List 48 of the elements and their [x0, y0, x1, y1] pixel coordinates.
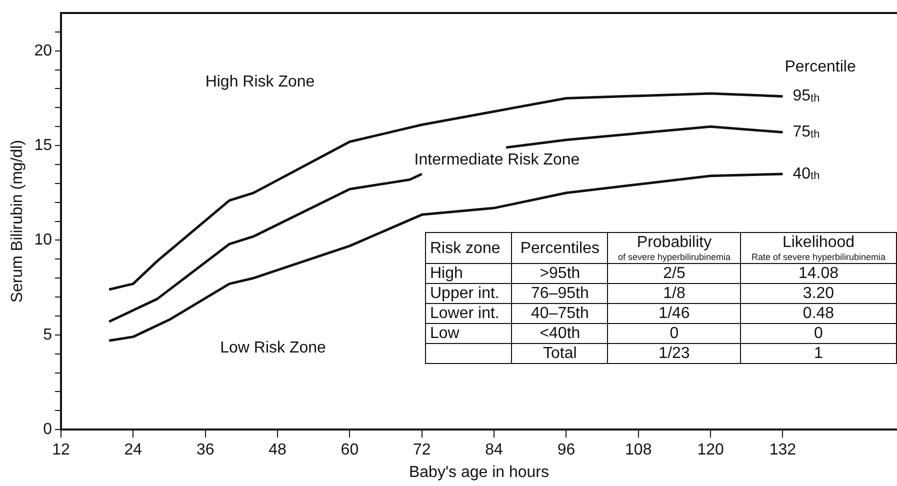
x-tick-label: 108	[625, 442, 652, 459]
annotation: Upper int.	[426, 284, 512, 304]
annotation: 1	[740, 344, 896, 364]
annotation: 14.08	[740, 264, 896, 284]
series-label: 75th	[792, 124, 820, 141]
y-tick-label: 20	[34, 42, 52, 60]
annotation: >95th	[512, 264, 608, 284]
y-tick-label: 0	[43, 421, 52, 438]
series-label: 40th	[792, 165, 820, 182]
x-tick-label: 72	[412, 442, 431, 459]
y-tick-label: 5	[43, 326, 52, 344]
annotation: Low	[426, 324, 512, 344]
annotation: Lower int.	[426, 304, 512, 324]
annotation: Risk zone	[426, 232, 512, 264]
annotation: 0	[740, 324, 896, 344]
x-tick-label: 60	[340, 442, 359, 459]
annotation: 0	[608, 324, 740, 344]
x-tick-label: 24	[124, 442, 142, 459]
annotation: 1/8	[608, 284, 740, 304]
x-tick-label: 12	[52, 442, 70, 459]
annotation: 1/23	[608, 344, 740, 364]
x-tick-label: 120	[697, 442, 724, 459]
annotation: <40th	[512, 324, 608, 344]
series-label: 95th	[792, 88, 820, 105]
x-tick-label: 96	[557, 442, 576, 459]
annotation: Low Risk Zone	[220, 339, 326, 356]
y-tick-label: 10	[34, 232, 52, 249]
annotation: Total	[512, 344, 608, 364]
y-axis-title: Serum Bilirubin (mg/dl)	[9, 140, 26, 303]
annotation: 1/46	[608, 304, 740, 324]
x-tick-label: 84	[485, 442, 504, 459]
x-tick-label: 36	[196, 442, 214, 459]
annotation: Intermediate Risk Zone	[414, 151, 580, 168]
x-axis-title: Baby's age in hours	[408, 464, 550, 481]
x-tick-label: 132	[769, 442, 796, 459]
legend-title: Percentile	[784, 58, 856, 76]
annotation: 2/5	[608, 264, 740, 284]
annotation: 76–95th	[512, 284, 608, 304]
annotation: Probability of severe hyperbilirubinemia	[608, 232, 740, 264]
annotation: 3.20	[740, 284, 896, 304]
x-tick-label: 48	[268, 442, 287, 459]
annotation: 40–75th	[512, 304, 608, 324]
annotation: Likelihood Rate of severe hyperbilirubinemia	[740, 232, 896, 264]
annotation: High Risk Zone	[205, 73, 315, 90]
annotation: Percentiles	[512, 232, 608, 264]
annotation: High	[426, 264, 512, 284]
y-tick-label: 15	[34, 136, 52, 154]
annotation: 0.48	[740, 304, 896, 324]
